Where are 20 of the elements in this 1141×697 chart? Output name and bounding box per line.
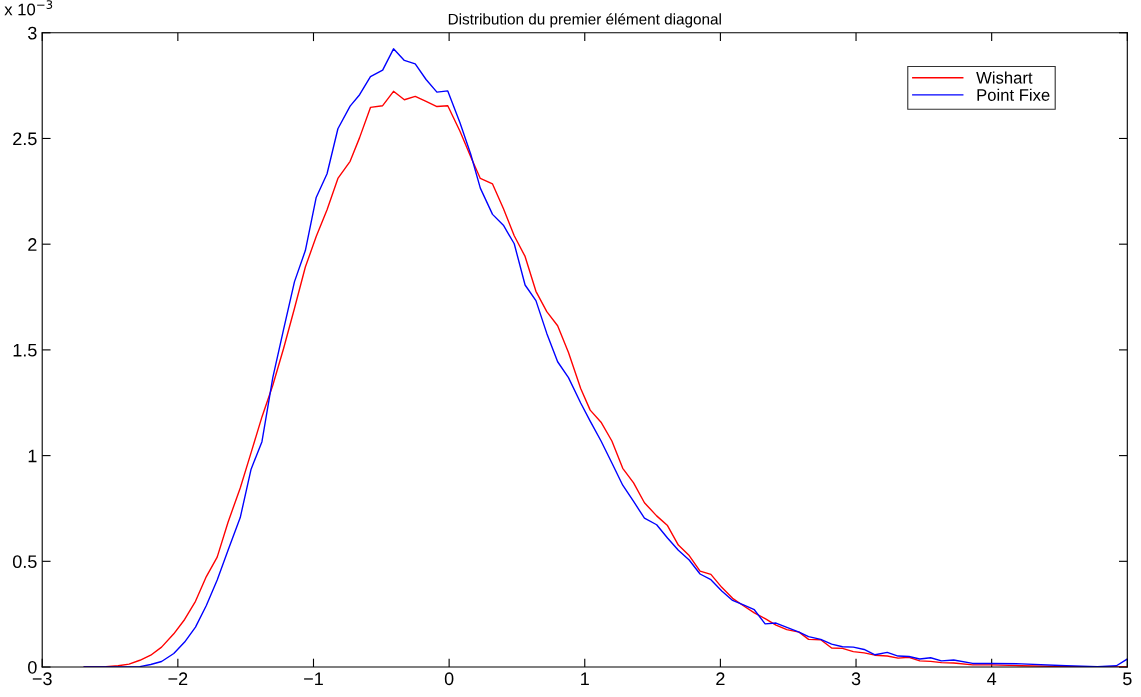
x-tick-label: 3 — [851, 672, 861, 686]
x-tick-label: −3 — [32, 672, 52, 686]
y-tick-label: 0.5 — [12, 555, 37, 569]
legend-label: Wishart — [976, 71, 1033, 84]
x-tick-label: 1 — [581, 672, 589, 685]
legend-label: Point Fixe — [977, 88, 1050, 101]
x-tick-label: 4 — [987, 672, 997, 685]
x-tick-label: 5 — [1123, 672, 1132, 686]
y-tick-label: 2 — [28, 238, 37, 251]
x-tick-label: −2 — [168, 672, 188, 685]
y-tick-label: 2.5 — [13, 132, 37, 146]
x-tick-label: −1 — [304, 672, 323, 685]
x-tick-label: 2 — [716, 672, 725, 685]
x-tick-label: 0 — [444, 672, 454, 686]
text: x 10$^{−3}$ — [4, 0, 53, 16]
y-tick-label: 1.5 — [13, 344, 37, 357]
chart-title: Distribution du premier élément diagonal — [448, 13, 721, 28]
y-tick-label: 0 — [28, 660, 37, 674]
y-tick-label: 1 — [28, 449, 37, 463]
y-tick-label: 3 — [28, 26, 37, 40]
